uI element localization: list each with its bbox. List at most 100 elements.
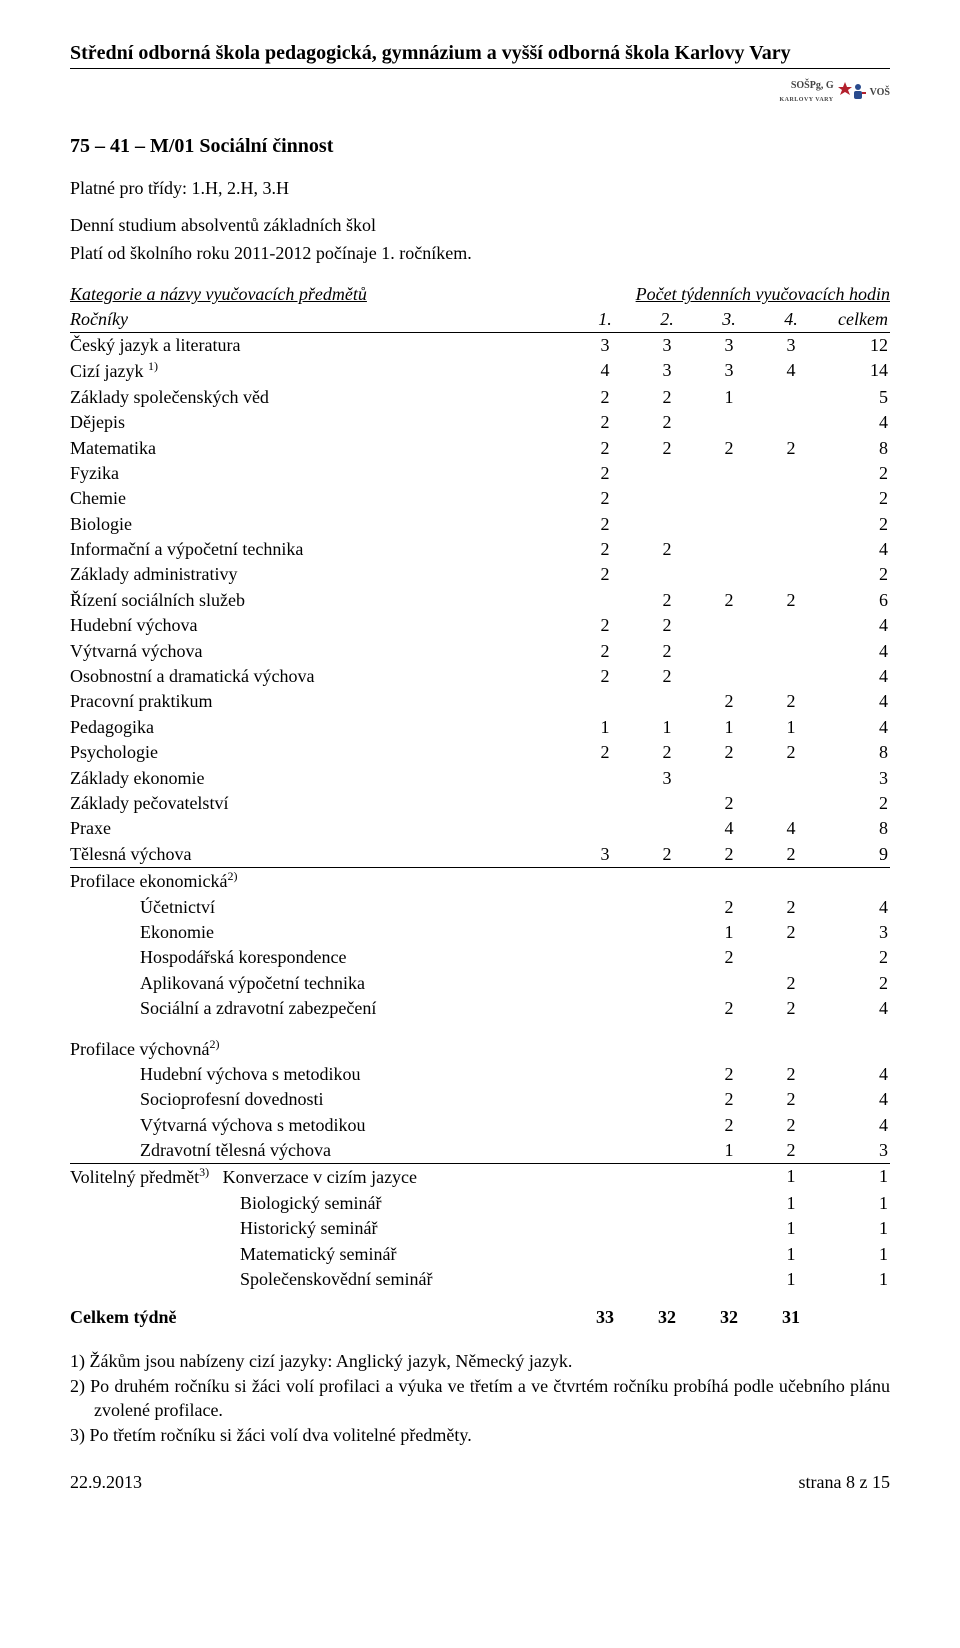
hours-cell: 2 (636, 842, 698, 868)
hours-cell: 2 (760, 1113, 822, 1138)
total-cell: 6 (822, 588, 890, 613)
subject-label: Výtvarná výchova s metodikou (70, 1113, 574, 1138)
hours-cell: 3 (636, 358, 698, 384)
total-cell: 5 (822, 385, 890, 410)
total-cell: 4 (822, 664, 890, 689)
hours-cell: 1 (698, 1138, 760, 1164)
total-cell: 8 (822, 436, 890, 461)
table-row: Chemie22 (70, 486, 890, 511)
hours-cell (760, 791, 822, 816)
table-row: Biologický seminář11 (70, 1191, 890, 1216)
subject-label: Český jazyk a literatura (70, 332, 574, 358)
hours-cell (698, 1267, 760, 1292)
hours-cell (636, 920, 698, 945)
table-row: Pedagogika11114 (70, 715, 890, 740)
hours-cell (636, 1267, 698, 1292)
subject-label: Profilace výchovná2) (70, 1036, 574, 1062)
hours-cell (636, 971, 698, 996)
table-row: Biologie22 (70, 512, 890, 537)
hours-cell: 2 (760, 920, 822, 945)
hours-cell: 2 (574, 664, 636, 689)
hours-cell (698, 971, 760, 996)
hours-cell: 3 (760, 332, 822, 358)
hours-cell: 2 (760, 740, 822, 765)
hours-cell (760, 945, 822, 970)
total-cell: 4 (822, 1087, 890, 1112)
hours-cell (636, 461, 698, 486)
hours-cell (574, 1138, 636, 1164)
hours-cell: 1 (636, 715, 698, 740)
hours-cell (574, 1062, 636, 1087)
course-code: 75 – 41 – M/01 Sociální činnost (70, 133, 890, 159)
hours-cell: 2 (760, 842, 822, 868)
hours-cell: 2 (698, 1113, 760, 1138)
subject-label: Profilace ekonomická2) (70, 868, 574, 895)
hours-cell: 4 (760, 816, 822, 841)
hours-cell (760, 385, 822, 410)
hours-cell: 2 (698, 1087, 760, 1112)
hours-cell (574, 766, 636, 791)
hours-cell (636, 1138, 698, 1164)
optional-heading: Volitelný předmět3) Konverzace v cizím j… (70, 1164, 574, 1191)
hours-cell: 2 (698, 588, 760, 613)
table-row: Hudební výchova224 (70, 613, 890, 638)
hours-cell: 2 (574, 410, 636, 435)
hours-cell: 1 (760, 1242, 822, 1267)
hours-cell (698, 766, 760, 791)
subject-label: Aplikovaná výpočetní technika (70, 971, 574, 996)
table-row: Profilace výchovná2) (70, 1036, 890, 1062)
hours-cell: 2 (636, 537, 698, 562)
hours-cell: 2 (574, 740, 636, 765)
table-row: Psychologie22228 (70, 740, 890, 765)
hours-cell: 2 (636, 639, 698, 664)
hours-cell (760, 410, 822, 435)
hours-cell: 2 (698, 842, 760, 868)
subject-label: Cizí jazyk 1) (70, 358, 574, 384)
total-cell: 2 (822, 562, 890, 587)
subject-label: Chemie (70, 486, 574, 511)
table-row: Fyzika22 (70, 461, 890, 486)
subject-label: Celkem týdně (70, 1292, 574, 1343)
footer-date: 22.9.2013 (70, 1471, 142, 1494)
hours-cell: 1 (760, 1191, 822, 1216)
hours-cell (636, 1113, 698, 1138)
subject-label: Hudební výchova (70, 613, 574, 638)
hours-cell: 1 (698, 920, 760, 945)
col-years-label: Ročníky (70, 307, 574, 333)
total-cell: 2 (822, 945, 890, 970)
subject-label: Dějepis (70, 410, 574, 435)
valid-from: Platí od školního roku 2011-2012 počínaj… (70, 242, 890, 265)
hours-cell: 2 (574, 512, 636, 537)
note-2: 2) Po druhém ročníku si žáci volí profil… (70, 1375, 890, 1422)
hours-cell (574, 920, 636, 945)
hours-cell: 31 (760, 1292, 822, 1343)
hours-cell (636, 1062, 698, 1087)
subject-label: Praxe (70, 816, 574, 841)
hours-cell: 2 (760, 1062, 822, 1087)
total-cell: 14 (822, 358, 890, 384)
table-row: Informační a výpočetní technika224 (70, 537, 890, 562)
hours-cell (698, 1191, 760, 1216)
subject-label: Účetnictví (70, 895, 574, 920)
subject-label: Řízení sociálních služeb (70, 588, 574, 613)
note-1: 1) Žákům jsou nabízeny cizí jazyky: Angl… (70, 1350, 890, 1373)
totals-row: Celkem týdně33323231 (70, 1292, 890, 1343)
hours-cell (574, 1267, 636, 1292)
hours-cell (636, 689, 698, 714)
hours-cell: 32 (636, 1292, 698, 1343)
table-row: Sociální a zdravotní zabezpečení224 (70, 996, 890, 1021)
hours-cell: 1 (760, 1267, 822, 1292)
subject-label: Fyzika (70, 461, 574, 486)
subject-label: Biologie (70, 512, 574, 537)
subject-label: Matematický seminář (70, 1242, 574, 1267)
subject-label: Základy ekonomie (70, 766, 574, 791)
total-cell: 1 (822, 1242, 890, 1267)
hours-cell: 2 (574, 562, 636, 587)
subject-label: Hudební výchova s metodikou (70, 1062, 574, 1087)
hours-cell: 2 (574, 486, 636, 511)
header-left: Kategorie a názvy vyučovacích předmětů (70, 283, 367, 306)
hours-cell: 3 (574, 332, 636, 358)
hours-cell (760, 512, 822, 537)
hours-cell (574, 588, 636, 613)
subject-label: Společenskovědní seminář (70, 1267, 574, 1292)
